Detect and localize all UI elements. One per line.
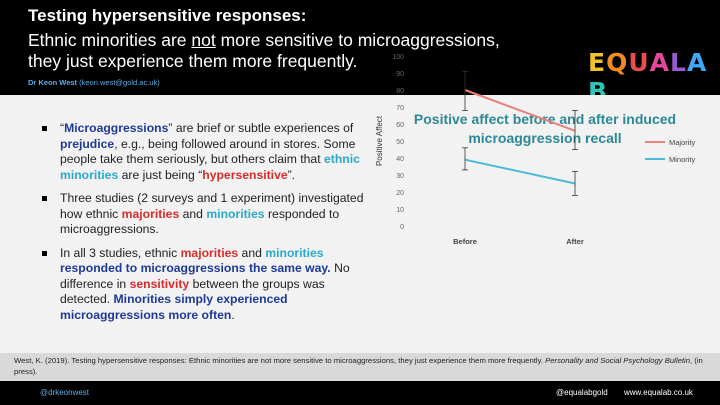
- y-tick-label: 70: [396, 105, 404, 112]
- author-name: Dr Keon West: [28, 78, 78, 87]
- y-tick-label: 50: [396, 139, 404, 146]
- bullet-list: “Microaggressions” are brief or subtle e…: [40, 121, 370, 331]
- logo-letter: A: [686, 48, 708, 77]
- logo-letter: U: [628, 48, 650, 77]
- footer-bar: @drkeonwest @equalabgold www.equalab.co.…: [0, 381, 720, 405]
- term-prejudice: prejudice: [60, 136, 115, 151]
- term-majorities: majorities: [121, 206, 180, 221]
- legend-label: Minority: [669, 155, 696, 164]
- logo-letter: Q: [606, 48, 629, 77]
- x-tick-label: Before: [453, 237, 477, 246]
- lab-handle[interactable]: @equalabgold: [556, 388, 608, 397]
- series-line-minority: [464, 158, 576, 185]
- subtitle-text-1: Ethnic minorities are: [28, 30, 192, 50]
- term-more-often: Minorities simply experienced microaggre…: [60, 292, 288, 322]
- y-tick-label: 100: [392, 54, 404, 61]
- header-banner: Testing hypersensitive responses: Ethnic…: [0, 0, 720, 106]
- citation: West, K. (2019). Testing hypersensitive …: [0, 353, 720, 381]
- y-tick-label: 80: [396, 88, 404, 95]
- y-tick-label: 20: [396, 190, 404, 197]
- logo-letter: A: [649, 48, 671, 77]
- bullet-item: In all 3 studies, ethnic majorities and …: [40, 246, 370, 324]
- y-tick-label: 0: [400, 224, 404, 231]
- bullet-item: “Microaggressions” are brief or subtle e…: [40, 121, 370, 183]
- series-line-majority: [464, 89, 576, 132]
- equalab-logo: EQUALAB: [588, 48, 720, 106]
- y-tick-label: 90: [396, 71, 404, 78]
- term-minorities: minorities: [206, 206, 265, 221]
- logo-letter: E: [588, 48, 607, 77]
- citation-text: West, K. (2019). Testing hypersensitive …: [14, 356, 546, 365]
- y-tick-label: 40: [396, 156, 404, 163]
- y-tick-label: 30: [396, 173, 404, 180]
- term-hypersensitive: hypersensitive: [202, 167, 288, 182]
- bullet-marker: [42, 250, 47, 256]
- term-minorities: minorities: [265, 245, 324, 260]
- legend-label: Majority: [669, 138, 696, 147]
- author-email[interactable]: (keon.west@gold.ac.uk): [79, 78, 160, 87]
- citation-journal: Personality and Social Psychology Bullet…: [545, 356, 690, 365]
- term-majorities: majorities: [180, 245, 239, 260]
- y-tick-label: 60: [396, 122, 404, 129]
- x-tick-label: After: [566, 237, 584, 246]
- bullet-marker: [42, 126, 47, 131]
- logo-letter: L: [670, 48, 687, 77]
- line-chart: 0 10 20 30 40 50 60 70 80 90 100 Positive Affect Bef…: [375, 54, 696, 246]
- slide-title: Testing hypersensitive responses:: [28, 6, 307, 25]
- twitter-handle[interactable]: @drkeonwest: [40, 388, 90, 397]
- content-panel: “Microaggressions” are brief or subtle e…: [0, 95, 720, 353]
- subtitle-text-2: more sensitive to microaggressions, they…: [28, 30, 500, 71]
- term-same-way: responded to microaggressions the same w…: [60, 261, 331, 275]
- y-axis-label: Positive Affect: [375, 115, 384, 166]
- term-ethnic-minorities: ethnic minorities: [60, 152, 360, 182]
- slide-subtitle: Ethnic minorities are not more sensitive…: [28, 30, 528, 72]
- y-tick-label: 10: [396, 207, 404, 214]
- author-line: Dr Keon West (keon.west@gold.ac.uk): [28, 78, 160, 87]
- citation-tail: , (in press).: [14, 356, 703, 376]
- term-sensitivity: sensitivity: [129, 276, 190, 291]
- subtitle-not: not: [191, 30, 216, 50]
- website-link[interactable]: www.equalab.co.uk: [624, 388, 693, 397]
- term-microaggressions: Microaggressions: [64, 121, 169, 135]
- bullet-item: Three studies (2 surveys and 1 experimen…: [40, 191, 370, 238]
- bullet-marker: [42, 196, 47, 201]
